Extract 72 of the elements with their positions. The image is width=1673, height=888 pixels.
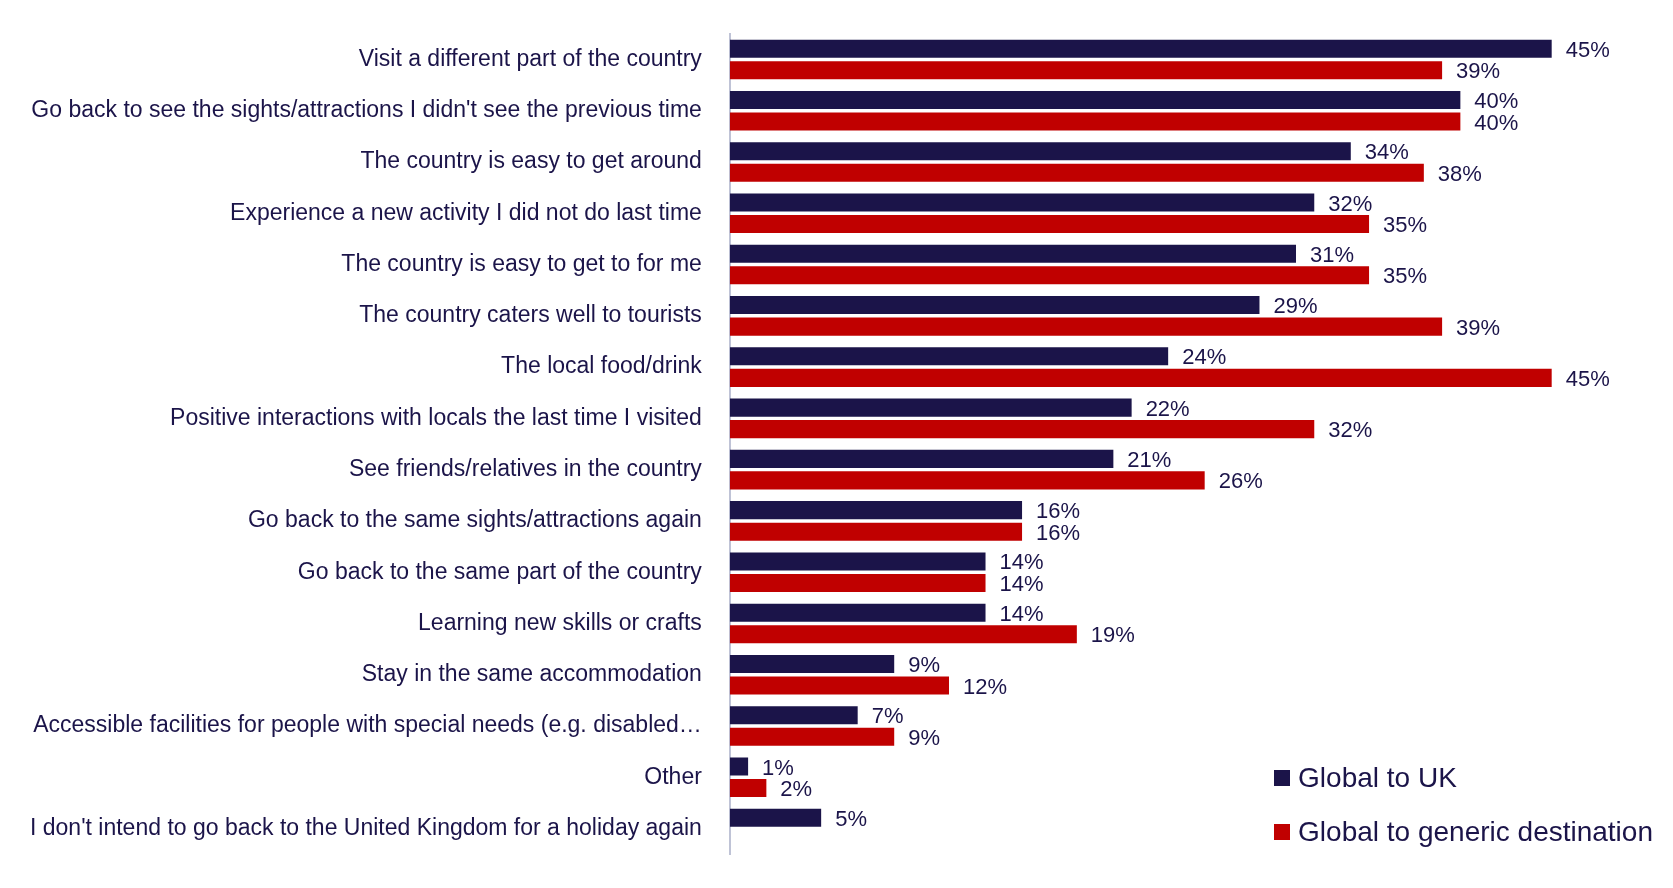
- bar: [729, 573, 986, 592]
- bar: [729, 603, 986, 622]
- data-label: 38%: [1437, 160, 1482, 186]
- bar: [729, 779, 767, 798]
- bar: [729, 296, 1260, 315]
- y-tick-label: Experience a new activity I did not do last time: [230, 198, 702, 225]
- y-tick-label: The country is easy to get around: [360, 147, 702, 174]
- bar: [729, 676, 949, 695]
- y-tick-label: Go back to the same part of the country: [297, 557, 703, 584]
- bar: [729, 727, 895, 746]
- bar: [729, 163, 1424, 182]
- bar: [729, 142, 1351, 161]
- y-tick-label: I don't intend to go back to the United Kingdom for a holiday again: [30, 813, 702, 840]
- bar: [729, 90, 1461, 109]
- data-label: 31%: [1310, 241, 1355, 267]
- data-label: 39%: [1456, 58, 1501, 84]
- bar: [729, 398, 1132, 417]
- legend-label: Global to generic destination: [1298, 816, 1653, 848]
- data-label: 32%: [1328, 190, 1373, 216]
- bar: [729, 449, 1114, 468]
- y-tick-label: See friends/relatives in the country: [348, 454, 703, 481]
- bar: [729, 317, 1443, 336]
- bar: [729, 808, 822, 827]
- data-label: 45%: [1565, 36, 1610, 62]
- data-label: 12%: [963, 673, 1008, 699]
- y-tick-label: Positive interactions with locals the last time I visited: [170, 403, 702, 430]
- data-label: 24%: [1182, 344, 1227, 370]
- y-tick-label: The country is easy to get to for me: [341, 249, 702, 276]
- bar: [729, 39, 1552, 58]
- y-tick-label: Accessible facilities for people with special needs (e.g. disabled…: [33, 711, 702, 738]
- data-label: 34%: [1364, 139, 1409, 165]
- bar: [729, 266, 1370, 285]
- bar: [729, 501, 1023, 520]
- bar: [729, 552, 986, 571]
- y-tick-label: Go back to the same sights/attractions again: [247, 506, 702, 533]
- bar: [729, 522, 1023, 541]
- data-label: 9%: [908, 652, 941, 678]
- data-label: 26%: [1218, 468, 1263, 494]
- y-tick-label: Go back to see the sights/attractions I didn't see the previous time: [31, 96, 702, 123]
- data-label: 29%: [1273, 293, 1318, 319]
- y-tick-label: The local food/drink: [501, 352, 703, 379]
- y-tick-label: Other: [644, 762, 703, 789]
- data-label: 19%: [1090, 622, 1135, 648]
- bar: [729, 112, 1461, 131]
- bar: [729, 420, 1315, 439]
- legend-label: Global to UK: [1298, 762, 1457, 794]
- bar: [729, 625, 1077, 644]
- y-tick-label: Visit a different part of the country: [358, 44, 703, 71]
- data-label: 21%: [1127, 446, 1172, 472]
- bar: [729, 654, 895, 674]
- y-tick-label: The country caters well to tourists: [359, 301, 702, 328]
- y-tick-label: Stay in the same accommodation: [361, 660, 702, 687]
- data-label: 32%: [1328, 417, 1373, 443]
- data-label: 35%: [1383, 263, 1428, 289]
- bar: [729, 368, 1552, 387]
- bar: [729, 244, 1296, 263]
- data-label: 22%: [1145, 395, 1190, 421]
- data-label: 9%: [908, 724, 941, 750]
- data-label: 35%: [1383, 212, 1428, 238]
- data-label: 5%: [835, 805, 867, 831]
- data-label: 14%: [999, 600, 1044, 626]
- bar: [729, 757, 749, 776]
- y-tick-label: Learning new skills or crafts: [418, 608, 702, 635]
- data-label: 45%: [1565, 365, 1610, 391]
- bar: [729, 347, 1169, 366]
- bar: [729, 193, 1315, 212]
- data-label: 7%: [871, 703, 904, 729]
- bar: [729, 214, 1370, 234]
- bar: [729, 706, 858, 725]
- bar: [729, 471, 1205, 490]
- bar: [729, 61, 1443, 80]
- data-label: 39%: [1456, 314, 1501, 340]
